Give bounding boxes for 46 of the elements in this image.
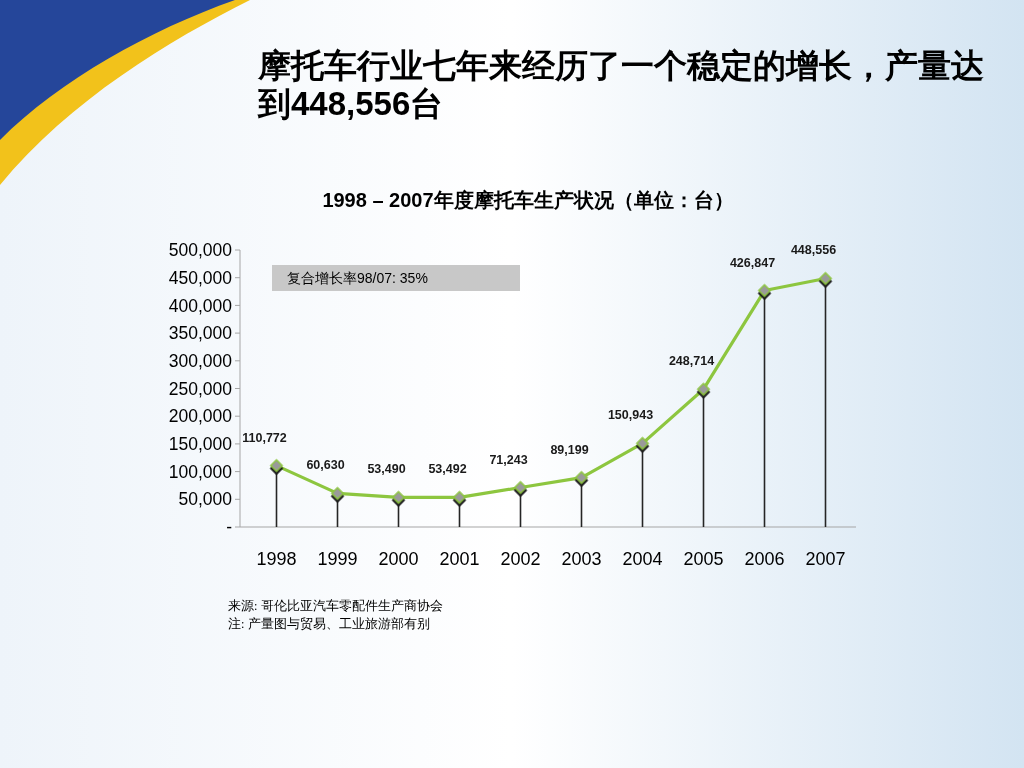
data-label: 89,199	[550, 442, 589, 457]
point	[270, 459, 283, 473]
data-label: 53,490	[367, 462, 406, 477]
x-tick-label: 2003	[561, 549, 602, 569]
chart-title: 摩托车行业七年来经历了一个稳定的增长，产量达到448,556台	[258, 47, 985, 123]
x-tick-label: 2006	[744, 549, 785, 569]
point	[697, 382, 710, 396]
data-label: 60,630	[306, 458, 345, 473]
x-tick-label: 1998	[256, 549, 297, 569]
point	[392, 490, 405, 504]
data-label: 71,243	[489, 452, 528, 467]
x-tick-label: 2005	[683, 549, 724, 569]
y-tick-label: 400,000	[168, 295, 233, 316]
point	[453, 490, 466, 504]
y-tick-label: 350,000	[168, 323, 233, 344]
y-tick-label: 250,000	[168, 378, 233, 399]
data-label: 150,943	[607, 408, 654, 423]
y-tick-label: -	[226, 517, 233, 538]
y-tick-label: 100,000	[168, 461, 233, 482]
point	[636, 436, 649, 450]
data-label: 448,556	[790, 243, 837, 258]
y-tick-label: 500,000	[168, 240, 233, 261]
y-tick-label: 450,000	[168, 267, 233, 288]
x-tick-label: 2000	[378, 549, 419, 569]
x-tick-label: 1999	[317, 549, 358, 569]
x-tick-label: 2007	[805, 549, 846, 569]
point	[758, 284, 771, 297]
data-label: 426,847	[729, 255, 776, 270]
y-tick-label: 300,000	[168, 350, 233, 371]
data-label: 53,492	[428, 462, 467, 477]
text: 注: 产量图与贸易、工业旅游部有别	[228, 617, 430, 631]
y-tick-label: 200,000	[168, 406, 233, 427]
y-tick-label: 50,000	[178, 489, 233, 510]
data-label: 248,714	[668, 354, 715, 369]
point	[514, 481, 527, 494]
data-label: 110,772	[242, 430, 287, 445]
point	[819, 272, 832, 285]
chart-subtitle: 1998 – 2007年度摩托车生产状况（单位：台）	[322, 189, 734, 211]
x-tick-label: 2004	[622, 549, 663, 569]
source-note: 来源: 哥伦比亚汽车零配件生产商协会	[228, 599, 443, 613]
point	[575, 471, 588, 485]
x-tick-label: 2002	[500, 549, 541, 569]
x-tick-label: 2001	[439, 549, 480, 569]
point	[331, 486, 344, 500]
y-tick-label: 150,000	[168, 434, 233, 455]
annotation: 复合增长率98/07: 35%	[287, 270, 428, 286]
